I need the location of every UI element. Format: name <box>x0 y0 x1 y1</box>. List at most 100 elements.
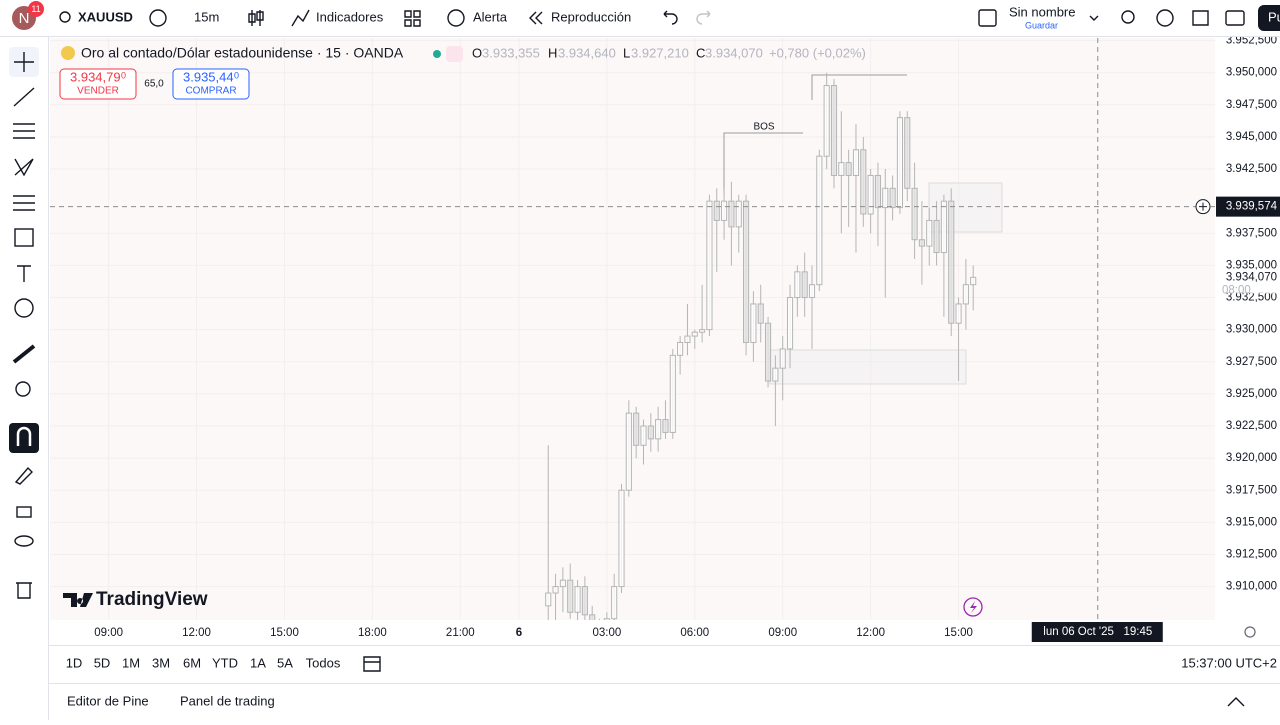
legend-l-label: L <box>623 45 630 60</box>
undo[interactable] <box>663 10 678 25</box>
price-axis <box>1215 38 1280 620</box>
candle-body <box>896 117 904 209</box>
tool-shape[interactable] <box>14 228 34 247</box>
y-tick-label: 3.925,000 <box>1226 388 1277 400</box>
candle-body <box>669 354 676 433</box>
settings-icon[interactable] <box>1244 626 1256 638</box>
symbol[interactable]: XAUUSD <box>78 9 133 24</box>
candle-body <box>764 322 772 382</box>
tool-icon[interactable] <box>14 298 34 318</box>
candle-body <box>830 85 838 176</box>
alert[interactable]: Alerta <box>473 9 508 24</box>
x-tick-label: 15:00 <box>944 627 973 639</box>
event-icon[interactable] <box>963 597 983 617</box>
tool-delete[interactable] <box>16 582 32 599</box>
layout-name[interactable]: Sin nombre <box>1009 4 1075 19</box>
publish: Pu <box>1268 9 1280 24</box>
fullscreen[interactable] <box>1192 10 1209 26</box>
candle-body <box>713 200 720 221</box>
zone <box>769 349 967 385</box>
indicators-icon[interactable] <box>291 9 310 27</box>
candle-body <box>750 303 757 343</box>
range-button[interactable]: 5A <box>277 655 293 670</box>
chart-background <box>50 38 1215 620</box>
sell-button[interactable] <box>59 68 137 100</box>
tool-pattern[interactable] <box>14 158 34 177</box>
settings[interactable] <box>1156 9 1174 27</box>
layout-menu[interactable] <box>1089 15 1099 21</box>
range-button[interactable]: YTD <box>212 655 238 670</box>
range-button[interactable]: Todos <box>306 655 341 670</box>
range-button[interactable]: 3M <box>152 655 170 670</box>
candle-body <box>845 162 852 176</box>
tool-stay[interactable] <box>14 466 33 485</box>
tool-zoom[interactable] <box>15 381 31 397</box>
templates[interactable] <box>404 10 421 27</box>
publish-button[interactable] <box>1258 5 1280 31</box>
candle-body <box>735 200 742 228</box>
collapse[interactable] <box>1227 697 1245 707</box>
candle-body <box>684 335 691 343</box>
range-button[interactable]: 5D <box>94 655 111 670</box>
alert-icon[interactable] <box>447 9 465 27</box>
range-button[interactable]: 6M <box>183 655 201 670</box>
legend-c-label: C <box>696 45 705 60</box>
candle-body <box>677 341 684 356</box>
candle-body <box>926 219 933 247</box>
x-tick-label: 12:00 <box>182 627 211 639</box>
y-tick-label: 3.915,000 <box>1226 516 1277 528</box>
panel-tab[interactable]: Panel de trading <box>180 693 275 708</box>
tool-line[interactable] <box>13 87 35 107</box>
range-button[interactable]: 1A <box>250 655 266 670</box>
candle-body <box>581 586 588 616</box>
indicators[interactable]: Indicadores <box>316 9 384 24</box>
candle-body <box>574 586 581 613</box>
badge <box>28 1 44 17</box>
replay-icon[interactable] <box>529 11 543 25</box>
tool-fib[interactable] <box>13 123 35 139</box>
legend-h-label: H <box>548 45 557 60</box>
clock[interactable]: 15:37:00 UTC+2 <box>1181 655 1277 670</box>
search-icon[interactable] <box>59 11 71 23</box>
crosshair-x-label: lun 06 Oct '25 19:45 <box>1043 626 1152 638</box>
date-range[interactable] <box>363 656 381 672</box>
range-button[interactable]: 1M <box>122 655 140 670</box>
panel-tab[interactable]: Editor de Pine <box>67 693 149 708</box>
tool-text[interactable] <box>17 265 31 282</box>
quick-search[interactable] <box>1121 10 1135 24</box>
buy-button[interactable] <box>172 68 250 100</box>
candle-body <box>838 162 845 176</box>
candle-body <box>655 419 662 440</box>
candle-body <box>691 331 698 337</box>
tool-cross[interactable] <box>14 52 34 72</box>
y-tick-label: 3.942,500 <box>1226 163 1277 175</box>
last-price-label: 3.934,070 <box>1226 271 1277 283</box>
range-button[interactable]: 1D <box>66 655 83 670</box>
buy-sup: 0 <box>234 70 239 80</box>
candle-body <box>728 200 735 228</box>
save[interactable]: Guardar <box>1025 20 1058 30</box>
candle-body <box>757 303 764 324</box>
market-status <box>433 50 441 58</box>
bottom-panel <box>49 683 1280 720</box>
tool-lock[interactable] <box>16 506 32 518</box>
redo[interactable] <box>696 10 711 25</box>
replay[interactable]: Reproducción <box>551 9 631 24</box>
buy-label: COMPRAR <box>185 86 236 97</box>
x-tick-label: 09:00 <box>768 627 797 639</box>
layout-icon[interactable] <box>978 9 997 27</box>
chart-type[interactable] <box>248 10 264 26</box>
tool-measure[interactable] <box>12 344 36 364</box>
candle-body <box>816 155 823 286</box>
add-symbol[interactable] <box>149 9 167 27</box>
tool-forecast[interactable] <box>13 195 35 211</box>
y-tick-label: 3.917,500 <box>1226 484 1277 496</box>
candle-body <box>647 425 654 440</box>
event-bolt <box>970 601 977 613</box>
interval[interactable]: 15m <box>194 9 219 24</box>
tool-hide[interactable] <box>14 535 34 547</box>
tool-magnet-bg[interactable] <box>9 423 39 453</box>
candle-body <box>603 618 610 620</box>
snapshot[interactable] <box>1225 10 1245 26</box>
